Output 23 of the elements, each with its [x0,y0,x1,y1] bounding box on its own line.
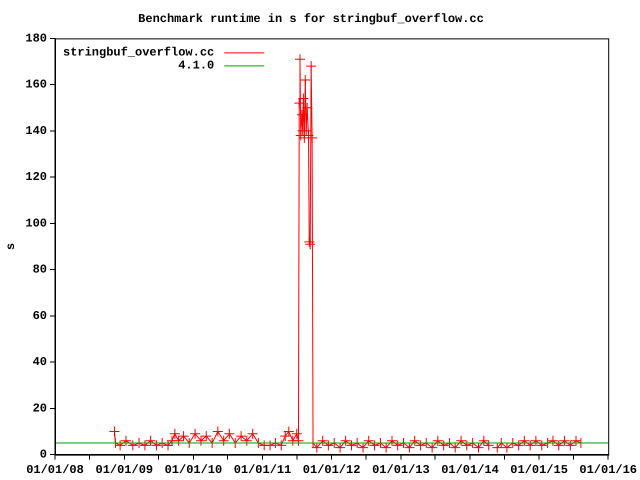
y-tick-label: 100 [25,216,48,230]
y-axis-title: s [4,242,18,250]
x-tick-label: 01/01/12 [302,462,360,477]
y-tick-label: 20 [32,401,48,416]
x-tick-label: 01/01/15 [510,462,568,477]
x-tick-label: 01/01/10 [164,462,222,477]
x-tick-label: 01/01/09 [95,462,154,477]
y-tick-label: 0 [40,448,48,462]
y-tick-label: 120 [25,170,48,184]
x-tick-label: 01/01/08 [26,462,84,477]
y-tick-label: 160 [25,78,48,92]
x-tick-label: 01/01/14 [441,462,499,477]
legend-label: stringbuf_overflow.cc [62,45,214,60]
y-tick-label: 60 [32,308,48,323]
x-tick-label: 01/01/16 [579,462,637,477]
y-tick-label: 40 [32,355,48,370]
legend-label: 4.1.0 [178,58,214,72]
y-tick-label: 140 [25,124,48,138]
y-tick-label: 180 [25,31,48,46]
chart-title: Benchmark runtime in s for stringbuf_overflow.cc [138,12,484,26]
x-tick-label: 01/01/13 [372,462,430,477]
y-tick-label: 80 [32,262,48,277]
x-tick-label: 01/01/11 [234,462,292,477]
